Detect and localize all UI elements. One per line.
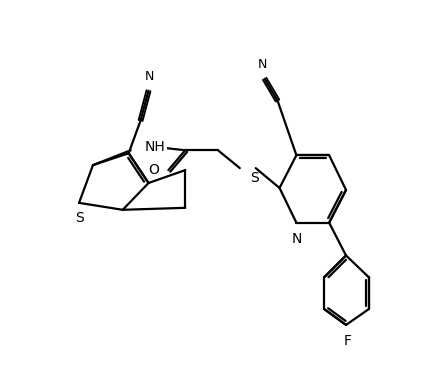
- Text: N: N: [145, 70, 154, 83]
- Text: S: S: [75, 211, 83, 225]
- Text: NH: NH: [145, 140, 165, 154]
- Text: O: O: [148, 163, 159, 177]
- Text: S: S: [250, 171, 259, 185]
- Text: N: N: [291, 231, 302, 245]
- Text: F: F: [344, 334, 352, 348]
- Text: N: N: [258, 58, 267, 71]
